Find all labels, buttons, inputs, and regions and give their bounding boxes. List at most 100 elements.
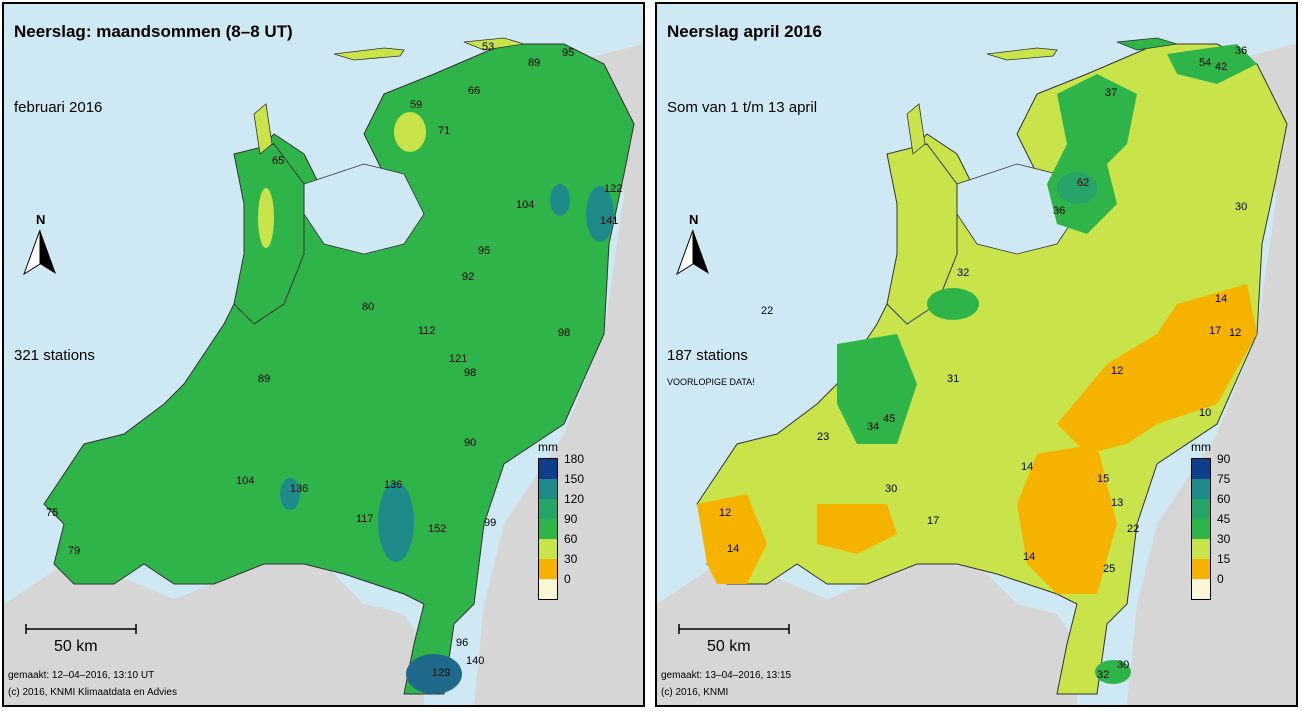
- legend-swatch: [1192, 519, 1210, 539]
- station-value: 79: [68, 545, 80, 557]
- station-value: 30: [885, 483, 897, 495]
- station-value: 65: [272, 155, 284, 167]
- station-value: 98: [464, 367, 476, 379]
- legend-swatch: [539, 459, 557, 479]
- map-panel-february: 53 95 89 66 59 71 141 122 104 95 92 112 121 98 90 136 13…: [2, 2, 645, 707]
- legend-tick-label: 150: [564, 472, 585, 486]
- wadden-island: [986, 47, 1058, 61]
- station-value: 32: [1097, 669, 1109, 681]
- wadden-island: [906, 103, 926, 155]
- station-values: 53 95 89 66 59 71 141 122 104 95 92 112 121 98 90 136 13…: [46, 41, 622, 679]
- station-value: 96: [456, 637, 468, 649]
- station-value: 22: [1127, 523, 1139, 535]
- neighbour-land: [4, 564, 424, 705]
- station-value: 12: [719, 507, 731, 519]
- legend-tick-label: 45: [1217, 512, 1231, 526]
- legend-swatch: [539, 499, 557, 519]
- copyright: (c) 2016, KNMI: [661, 687, 729, 698]
- station-value: 66: [468, 85, 480, 97]
- wadden-island: [333, 47, 405, 61]
- legend-tick-label: 75: [1217, 472, 1231, 486]
- legend-tick-label: 15: [1217, 552, 1231, 566]
- station-value: 136: [384, 479, 402, 491]
- station-value: 14: [727, 543, 739, 555]
- legend-tick-label: 90: [1217, 452, 1231, 466]
- high-value-area: [1095, 660, 1131, 684]
- high-value-area: [550, 184, 570, 216]
- north-label: N: [689, 212, 698, 227]
- station-value: 31: [947, 373, 959, 385]
- legend-swatch: [1192, 479, 1210, 499]
- station-value: 32: [957, 267, 969, 279]
- legend-color-bar: [1191, 458, 1211, 600]
- station-value: 36: [1053, 205, 1065, 217]
- station-value: 121: [449, 353, 467, 365]
- station-value: 25: [1103, 563, 1115, 575]
- high-value-area: [586, 186, 614, 242]
- low-value-area: [817, 504, 897, 554]
- made-timestamp: gemaakt: 13–04–2016, 13:15: [661, 670, 792, 681]
- station-value: 14: [1215, 293, 1227, 305]
- station-value: 53: [482, 41, 494, 53]
- legend-swatch: [1192, 459, 1210, 479]
- legend-tick-label: 0: [564, 572, 571, 586]
- high-value-area: [1167, 44, 1257, 84]
- station-value: 17: [927, 515, 939, 527]
- map-title: Neerslag: maandsommen (8–8 UT): [14, 22, 293, 41]
- station-value: 117: [356, 513, 374, 525]
- wadden-island: [1116, 37, 1178, 51]
- station-count: 187 stations: [667, 347, 748, 364]
- station-value: 136: [290, 483, 308, 495]
- legend-swatch: [1192, 559, 1210, 579]
- station-value: 12: [1111, 365, 1123, 377]
- map-panel-april: 36 54 42 37 62 36 30 14 12 17 12 10 45 34 23 14 15 13 22 25…: [655, 2, 1298, 707]
- lake-ijsselmeer: [303, 163, 425, 255]
- station-value: 95: [478, 245, 490, 257]
- north-arrow: N: [673, 212, 713, 283]
- legend-tick-label: 60: [564, 532, 578, 546]
- made-timestamp: gemaakt: 12–04–2016, 13:10 UT: [8, 670, 155, 681]
- station-value: 112: [418, 325, 436, 337]
- station-value: 45: [883, 413, 895, 425]
- low-value-area: [1057, 284, 1257, 454]
- country-shape: [43, 43, 635, 695]
- legend-tick-label: 180: [564, 452, 585, 466]
- north-arrow-icon: N: [23, 212, 56, 276]
- station-value: 152: [428, 523, 446, 535]
- legend-color-bar: [538, 458, 558, 600]
- station-value: 98: [558, 327, 570, 339]
- scale-label: 50 km: [707, 638, 751, 655]
- low-value-area: [394, 112, 426, 152]
- station-value: 89: [528, 57, 540, 69]
- station-value: 99: [484, 517, 496, 529]
- station-value: 22: [761, 305, 773, 317]
- station-value: 30: [1235, 201, 1247, 213]
- station-value: 95: [562, 47, 574, 59]
- legend-tick-label: 90: [564, 512, 578, 526]
- high-value-area: [406, 654, 462, 694]
- station-value: 75: [46, 507, 58, 519]
- station-value: 141: [600, 215, 618, 227]
- station-value: 14: [1021, 461, 1033, 473]
- legend-tick-label: 60: [1217, 492, 1231, 506]
- legend-swatch: [1192, 539, 1210, 559]
- wadden-island: [463, 37, 525, 51]
- station-value: 17: [1209, 325, 1221, 337]
- station-value: 90: [464, 437, 476, 449]
- station-value: 59: [410, 99, 422, 111]
- legend-unit: mm: [1191, 440, 1211, 454]
- legend-swatch: [539, 479, 557, 499]
- station-value: 54: [1199, 57, 1211, 69]
- station-value: 42: [1215, 61, 1227, 73]
- legend-swatch: [539, 579, 557, 599]
- color-legend: mm 180 150 120 90 60 30 0: [538, 440, 618, 610]
- neighbour-land: [1127, 44, 1296, 705]
- high-value-area: [837, 334, 917, 444]
- low-value-area: [697, 494, 767, 584]
- legend-swatch: [539, 519, 557, 539]
- station-value: 10: [1199, 407, 1211, 419]
- low-value-area: [1017, 444, 1117, 594]
- color-legend: mm 90 75 60 45 30 15 0: [1191, 440, 1271, 610]
- map-title: Neerslag april 2016: [667, 22, 822, 41]
- station-value: 12: [1229, 327, 1241, 339]
